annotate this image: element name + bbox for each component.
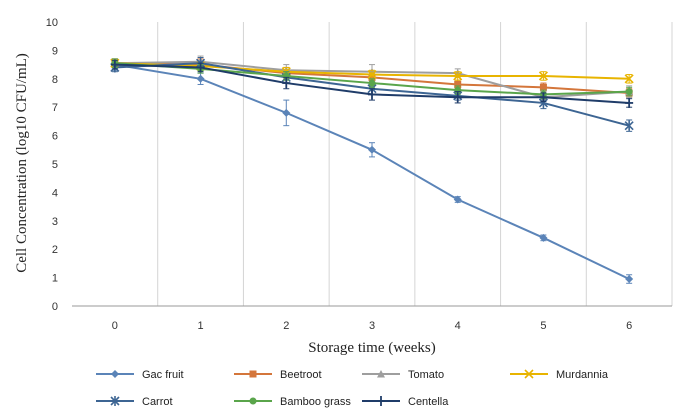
legend-item: Gac fruit — [96, 369, 184, 381]
legend-label: Carrot — [142, 396, 173, 408]
marker-shape — [249, 397, 257, 405]
data-point — [539, 92, 548, 103]
marker-shape — [196, 74, 205, 83]
x-tick-label: 4 — [455, 320, 461, 332]
x-tick-label: 3 — [369, 320, 375, 332]
marker-shape — [539, 233, 548, 242]
marker-shape — [453, 195, 462, 204]
y-tick-label: 6 — [52, 131, 58, 143]
legend-marker — [377, 370, 385, 378]
data-point — [539, 83, 547, 91]
y-tick-label: 9 — [52, 45, 58, 57]
marker-stroke — [367, 69, 377, 80]
y-axis-title: Cell Concentration (log10 CFU/mL) — [14, 53, 30, 273]
legend-marker — [249, 370, 257, 378]
data-point — [625, 275, 634, 284]
marker-shape — [368, 145, 376, 154]
legend-item: Beetroot — [234, 369, 322, 381]
x-tick-label: 1 — [198, 320, 204, 332]
legend: Gac fruit Beetroot Tomato Murdannia Carrot Ba… — [96, 369, 609, 408]
data-point — [110, 59, 119, 70]
data-point — [453, 92, 462, 103]
legend-label: Gac fruit — [142, 369, 184, 381]
legend-label: Tomato — [408, 369, 444, 381]
marker-shape — [249, 370, 257, 378]
x-tick-label: 2 — [283, 320, 289, 332]
data-point — [368, 145, 376, 154]
x-tick-label: 5 — [540, 320, 546, 332]
x-tick-label: 6 — [626, 320, 632, 332]
legend-label: Beetroot — [280, 369, 322, 381]
marker-shape — [368, 79, 376, 87]
marker-stroke — [538, 71, 548, 81]
legend-item: Bamboo grass — [234, 396, 351, 408]
data-point — [625, 88, 633, 96]
legend-item: Carrot — [96, 396, 173, 408]
data-point — [539, 233, 548, 242]
marker-stroke — [524, 369, 534, 379]
data-point — [453, 195, 462, 204]
data-point — [282, 108, 291, 117]
marker-shape — [282, 108, 291, 117]
y-tick-label: 3 — [52, 216, 58, 228]
marker-stroke — [624, 74, 634, 84]
x-tick-labels: 0 1 2 3 4 5 6 — [112, 320, 632, 332]
data-point — [454, 80, 462, 88]
data-point — [625, 97, 634, 108]
data-point — [368, 89, 376, 100]
data-point — [538, 71, 548, 81]
marker-shape — [539, 83, 547, 91]
y-tick-label: 10 — [46, 17, 58, 29]
legend-marker — [524, 369, 534, 379]
data-point — [196, 74, 205, 83]
y-tick-label: 4 — [52, 187, 58, 199]
series-centella — [110, 59, 634, 108]
marker-shape — [454, 80, 462, 88]
legend-item: Tomato — [362, 369, 444, 381]
y-tick-label: 1 — [52, 273, 58, 285]
plot-series — [110, 55, 634, 284]
x-tick-label: 0 — [112, 320, 118, 332]
y-tick-label: 5 — [52, 159, 58, 171]
data-point — [368, 79, 376, 87]
y-tick-label: 7 — [52, 102, 58, 114]
legend-label: Murdannia — [556, 369, 609, 381]
legend-label: Centella — [408, 396, 449, 408]
marker-shape — [111, 370, 119, 378]
legend-item: Murdannia — [510, 369, 609, 381]
x-axis-title: Storage time (weeks) — [308, 340, 435, 356]
legend-marker — [111, 370, 119, 378]
data-point — [624, 74, 634, 84]
data-point — [282, 78, 291, 89]
legend-label: Bamboo grass — [280, 396, 351, 408]
legend-marker — [249, 397, 257, 405]
data-point — [624, 120, 634, 131]
y-tick-labels: 0 1 2 3 4 5 6 7 8 9 10 — [46, 17, 58, 313]
marker-stroke — [453, 71, 463, 81]
data-point — [453, 71, 463, 81]
legend-marker — [377, 396, 385, 406]
data-point — [196, 62, 205, 73]
y-tick-label: 2 — [52, 244, 58, 256]
y-tick-label: 0 — [52, 301, 58, 313]
marker-shape — [625, 275, 634, 284]
data-point — [367, 69, 377, 80]
marker-shape — [625, 88, 633, 96]
legend-item: Centella — [362, 396, 449, 408]
y-tick-label: 8 — [52, 74, 58, 86]
legend-marker — [110, 396, 120, 406]
marker-shape — [377, 370, 385, 378]
